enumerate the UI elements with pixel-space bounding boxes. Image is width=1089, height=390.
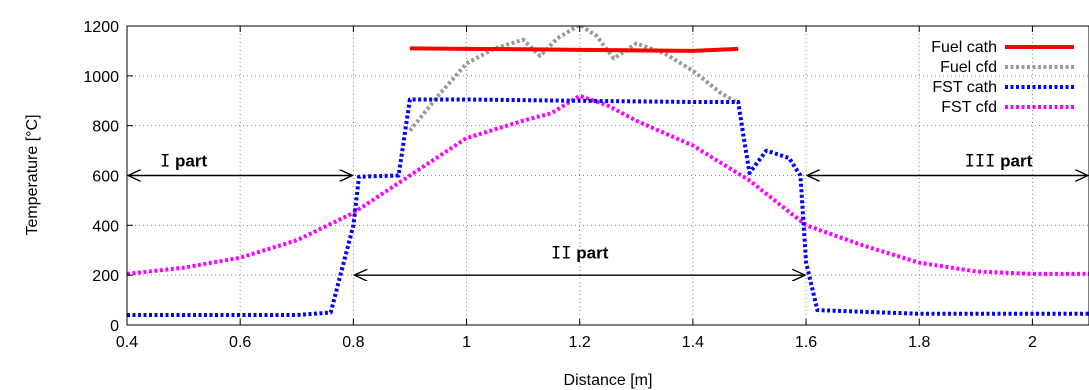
part-label: III part — [965, 152, 1033, 172]
legend-label: Fuel cath — [931, 39, 997, 56]
x-tick-label: 1.4 — [682, 334, 704, 351]
x-tick-label: 1.2 — [569, 334, 591, 351]
part-label: I part — [160, 152, 207, 172]
x-tick-label: 0.8 — [342, 334, 364, 351]
part-roman-numeral: II — [551, 244, 571, 264]
y-axis-title: Temperature [°C] — [24, 114, 41, 235]
y-tick-label: 200 — [92, 268, 119, 285]
x-tick-label: 0.4 — [116, 334, 138, 351]
y-tick-label: 600 — [92, 169, 119, 186]
series-line-fst-cath — [127, 97, 1089, 317]
axis-ticks: 0.4 0.6 0.8 1 1.2 1.4 1.6 1.8 2 0 200 400 600 800 1000… — [83, 19, 1037, 351]
y-tick-label: 0 — [110, 318, 119, 335]
part-label: II part — [551, 244, 609, 264]
legend: Fuel cath Fuel cfd FST cath FST cfd — [931, 39, 1074, 116]
x-tick-label: 1 — [462, 334, 471, 351]
legend-label: Fuel cfd — [940, 59, 997, 76]
part-roman-numeral: I — [160, 152, 170, 172]
y-tick-label: 1200 — [83, 19, 119, 36]
part-word: part — [572, 244, 609, 263]
x-tick-label: 1.8 — [908, 334, 930, 351]
part-roman-numeral: III — [965, 152, 996, 172]
x-axis-title: Distance [m] — [564, 372, 653, 389]
part-word: part — [170, 152, 207, 171]
series-line-fst-cfd — [127, 93, 1089, 276]
x-tick-label: 1.6 — [795, 334, 817, 351]
legend-label: FST cfd — [941, 99, 997, 116]
y-tick-label: 400 — [92, 218, 119, 235]
series-line-fuel-cath — [409, 46, 739, 53]
y-tick-label: 800 — [92, 119, 119, 136]
series-line-fuel-cfd — [408, 26, 740, 132]
series-layer — [127, 26, 1089, 317]
x-tick-label: 2 — [1028, 334, 1037, 351]
x-tick-label: 0.6 — [229, 334, 251, 351]
y-tick-label: 1000 — [83, 69, 119, 86]
part-word: part — [995, 152, 1032, 171]
legend-label: FST cath — [932, 79, 997, 96]
